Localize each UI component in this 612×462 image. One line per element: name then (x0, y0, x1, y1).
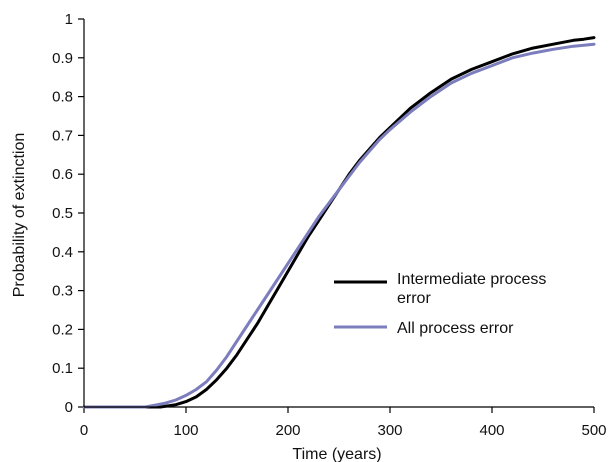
legend-label-line-1: Intermediate process (397, 271, 546, 288)
y-tick-label: 0.5 (52, 205, 73, 222)
series-line-all-process-error (82, 42, 596, 409)
y-tick-label: 1 (65, 11, 73, 28)
series-line-intermediate-process-error (82, 36, 596, 409)
legend-label-line-2: error (397, 290, 431, 307)
y-axis-ticks (78, 18, 84, 408)
y-tick-label: 0 (65, 399, 73, 416)
y-tick-label: 0.2 (52, 321, 73, 338)
x-axis-tick-labels: 0 100 200 300 400 500 (80, 422, 607, 439)
legend-label-intermediate-process-error: Intermediate process error (397, 271, 551, 307)
y-axis-title: Probability of extinction (11, 133, 28, 298)
x-tick-label: 400 (479, 422, 504, 439)
series-layer (82, 36, 596, 409)
legend: Intermediate process error All process e… (334, 271, 551, 337)
x-tick-label: 500 (581, 422, 606, 439)
legend-label-all-process-error: All process error (397, 320, 514, 337)
y-tick-label: 0.7 (52, 127, 73, 144)
x-tick-label: 200 (275, 422, 300, 439)
y-tick-label: 0.9 (52, 50, 73, 67)
y-tick-label: 0.6 (52, 166, 73, 183)
y-axis-tick-labels: 0 0.1 0.2 0.3 0.4 0.5 0.6 0.7 0.8 0.9 1 (52, 11, 73, 416)
y-tick-label: 0.3 (52, 283, 73, 300)
x-tick-label: 0 (80, 422, 88, 439)
y-tick-label: 0.8 (52, 89, 73, 106)
y-tick-label: 0.4 (52, 244, 73, 261)
y-tick-label: 0.1 (52, 360, 73, 377)
x-tick-label: 100 (173, 422, 198, 439)
x-axis-title: Time (years) (292, 446, 381, 462)
x-tick-label: 300 (377, 422, 402, 439)
